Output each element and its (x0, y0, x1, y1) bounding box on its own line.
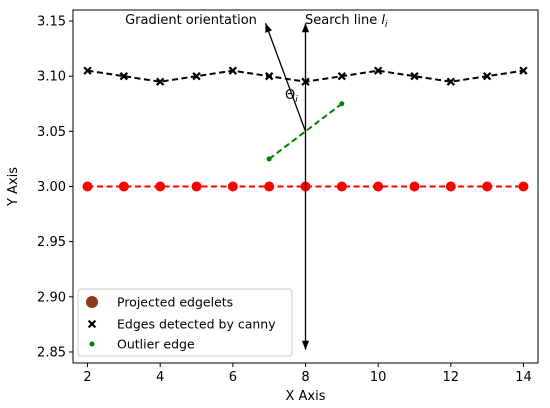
plot-frame (72, 9, 539, 364)
gradient-orientation-label: Gradient orientation (125, 13, 257, 28)
y-tick-label: 2.90 (37, 290, 66, 305)
search-line-bottom-arrowhead (301, 340, 310, 350)
search-line-top-arrowhead (301, 23, 310, 33)
canny-edge-point (373, 66, 383, 75)
ticks-layer: 2 4 6 8 10 12 14 2.85 2.90 2.95 3.00 3.05 3.10 3.15 (37, 15, 532, 385)
x-tick-label: 4 (156, 370, 164, 385)
legend-marker-outlier-edge (89, 341, 95, 347)
gradient-arrow (264, 23, 307, 132)
canny-edge-point (482, 72, 492, 81)
projected-edgelet-point (264, 181, 275, 192)
projected-edgelet-point (482, 181, 493, 192)
x-tick-label: 8 (301, 370, 309, 385)
canny-edge-point (192, 72, 201, 81)
projected-edgelet-point (191, 181, 202, 192)
outlier-edge-line (268, 102, 343, 160)
theta-label: Θi (285, 88, 298, 105)
projected-edgelet-point (336, 181, 347, 192)
projected-edgelet-point (373, 181, 384, 192)
projected-edgelet-point (518, 181, 529, 192)
canny-edge-point (519, 66, 528, 75)
canny-edge-point (83, 66, 92, 75)
annotation-layer: Gradient orientation Search line li Θi (125, 13, 388, 350)
projected-edgelet-point (409, 181, 420, 192)
projected-edgelet-point (118, 181, 129, 192)
y-tick-label: 2.85 (37, 345, 66, 360)
y-tick-label: 3.10 (37, 70, 66, 85)
canny-edge-point (156, 77, 165, 86)
x-tick-label: 6 (229, 370, 237, 385)
legend-box (77, 288, 293, 357)
x-axis-label: X Axis (285, 389, 325, 404)
outlier-edge-point (339, 101, 345, 107)
outlier-edge-point (266, 156, 272, 162)
projected-edgelet-point (227, 181, 238, 192)
canny-edge-point (337, 72, 347, 81)
canny-edge-point (264, 72, 274, 81)
y-tick-label: 3.15 (37, 15, 66, 30)
canny-edge-point (119, 72, 129, 81)
y-tick-label: 2.95 (37, 235, 66, 250)
projected-edgelet-point (155, 181, 166, 192)
y-tick-label: 3.05 (37, 125, 66, 140)
x-tick-label: 2 (83, 370, 91, 385)
y-axis-label: Y Axis (6, 167, 21, 207)
x-tick-label: 10 (370, 370, 387, 385)
legend-marker-canny-edges (87, 319, 97, 329)
x-tick-label: 14 (515, 370, 532, 385)
legend-marker-projected-edgelets (86, 296, 98, 308)
canny-edge-point (410, 72, 419, 81)
projected-edgelet-point (445, 181, 456, 192)
x-tick-label: 12 (443, 370, 460, 385)
gradient-arrowhead (265, 23, 273, 33)
legend: Projected edgelets Edges detected by cann… (77, 288, 293, 357)
legend-label-projected-edgelets: Projected edgelets (117, 295, 233, 310)
y-tick-label: 3.00 (37, 180, 66, 195)
legend-label-outlier-edge: Outlier edge (117, 337, 195, 352)
canny-edge-point (446, 77, 455, 86)
legend-label-canny-edges: Edges detected by canny (117, 317, 276, 332)
projected-edgelet-point (82, 181, 93, 192)
canny-edge-point (228, 66, 238, 75)
search-line-label: Search line li (305, 13, 388, 30)
